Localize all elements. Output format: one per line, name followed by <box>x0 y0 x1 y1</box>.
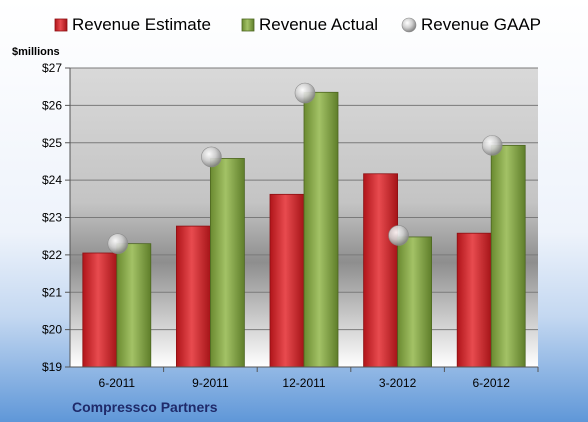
bar-revenue-actual <box>209 158 245 368</box>
x-tick-label: 6-2012 <box>473 376 511 390</box>
x-axis: 6-2011 9-2011 12-2011 3-2012 6-2012 <box>70 366 539 390</box>
x-tick-label: 3-2012 <box>379 376 417 390</box>
y-tick-label: $27 <box>42 61 62 75</box>
marker-revenue-gaap <box>107 233 129 254</box>
y-tick-label: $23 <box>42 211 62 225</box>
y-tick-label: $22 <box>42 248 62 262</box>
x-tick-label: 6-2011 <box>99 376 136 390</box>
marker-revenue-gaap <box>481 135 503 156</box>
legend-gaap-label: Revenue GAAP <box>421 15 541 34</box>
marker-revenue-gaap <box>201 146 222 168</box>
x-tick-label: 12-2011 <box>282 376 325 390</box>
marker-revenue-gaap <box>294 82 316 104</box>
y-axis-unit-label: $millions <box>12 46 60 58</box>
y-axis: $19 $20 $21 $22 $23 $24 $25 $26 $27 <box>42 61 71 374</box>
marker-revenue-gaap <box>388 225 409 246</box>
y-tick-label: $24 <box>42 173 62 187</box>
legend: Revenue Estimate Revenue Actual Revenue … <box>54 15 541 34</box>
legend-estimate-swatch <box>54 18 68 32</box>
bar-revenue-estimate <box>175 225 211 368</box>
legend-estimate-label: Revenue Estimate <box>72 15 211 34</box>
bar-revenue-actual <box>116 243 152 368</box>
bar-revenue-actual <box>397 236 433 368</box>
y-tick-label: $26 <box>42 98 62 112</box>
bar-revenue-estimate <box>82 252 118 368</box>
legend-actual-swatch <box>241 18 255 32</box>
bar-revenue-actual <box>303 91 339 368</box>
legend-actual-label: Revenue Actual <box>259 15 378 34</box>
y-tick-label: $19 <box>42 360 62 374</box>
y-tick-label: $21 <box>42 285 62 299</box>
bar-revenue-estimate <box>269 193 305 368</box>
bar-revenue-estimate <box>456 232 492 368</box>
x-tick-label: 9-2011 <box>192 376 229 390</box>
y-tick-label: $25 <box>42 136 62 150</box>
bar-revenue-estimate <box>363 173 399 368</box>
gaap-markers <box>107 82 503 254</box>
legend-gaap-swatch <box>401 17 417 33</box>
bar-revenue-actual <box>490 144 526 368</box>
company-name: Compressco Partners <box>72 399 218 415</box>
y-tick-label: $20 <box>42 323 62 337</box>
